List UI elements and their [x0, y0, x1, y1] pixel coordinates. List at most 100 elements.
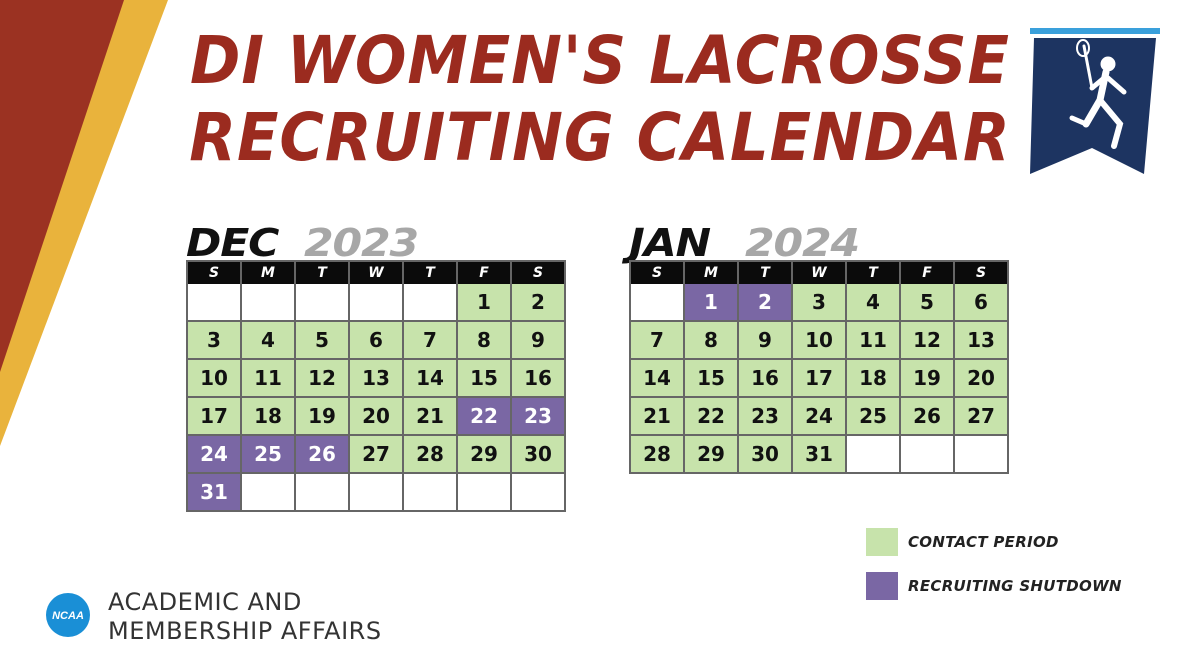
decorative-stripes — [0, 0, 168, 446]
day-cell: 25 — [847, 398, 901, 436]
day-cell: 3 — [188, 322, 242, 360]
day-cell: 28 — [631, 436, 685, 474]
footer-line2: MEMBERSHIP AFFAIRS — [108, 617, 382, 645]
red-stripe — [0, 0, 124, 372]
empty-day-cell — [404, 284, 458, 322]
championship-badge — [1030, 28, 1160, 174]
day-cell: 22 — [458, 398, 512, 436]
day-cell: 14 — [404, 360, 458, 398]
day-cell: 9 — [512, 322, 566, 360]
empty-day-cell — [296, 284, 350, 322]
day-cell: 30 — [512, 436, 566, 474]
december-grid: S M T W T F S 1 2 3 4 5 6 7 8 9 10 11 12 13 14 15 16 17 18 19 20 21… — [186, 260, 566, 512]
december-calendar: DEC 2023 S M T W T F S 1 2 3 4 5 6 7 8 9 10 11 12 13 14 15 16 1… — [186, 224, 566, 514]
weekday-header: W — [350, 262, 404, 284]
empty-day-cell — [242, 474, 296, 512]
day-cell: 21 — [631, 398, 685, 436]
day-cell: 13 — [350, 360, 404, 398]
legend-contact: CONTACT PERIOD — [866, 528, 1059, 556]
weekday-header: W — [793, 262, 847, 284]
empty-day-cell — [188, 284, 242, 322]
weekday-header: F — [901, 262, 955, 284]
empty-day-cell — [955, 436, 1009, 474]
day-cell: 11 — [847, 322, 901, 360]
weekday-header: S — [631, 262, 685, 284]
day-cell: 3 — [793, 284, 847, 322]
footer-department: ACADEMIC AND MEMBERSHIP AFFAIRS — [108, 588, 382, 646]
weekday-header: T — [847, 262, 901, 284]
weekday-header: F — [458, 262, 512, 284]
day-cell: 23 — [512, 398, 566, 436]
day-cell: 5 — [296, 322, 350, 360]
day-cell: 12 — [901, 322, 955, 360]
day-cell: 25 — [242, 436, 296, 474]
empty-day-cell — [631, 284, 685, 322]
day-cell: 31 — [188, 474, 242, 512]
day-cell: 31 — [793, 436, 847, 474]
empty-day-cell — [901, 436, 955, 474]
day-cell: 15 — [685, 360, 739, 398]
empty-day-cell — [350, 474, 404, 512]
day-cell: 18 — [242, 398, 296, 436]
day-cell: 29 — [458, 436, 512, 474]
day-cell: 1 — [685, 284, 739, 322]
day-cell: 5 — [901, 284, 955, 322]
page-title-line1: DI WOMEN'S LACROSSE — [190, 22, 1010, 99]
empty-day-cell — [404, 474, 458, 512]
day-cell: 13 — [955, 322, 1009, 360]
day-cell: 1 — [458, 284, 512, 322]
empty-day-cell — [512, 474, 566, 512]
january-calendar: JAN 2024 S M T W T F S 1 2 3 4 5 6 7 8 9 10 11 12 13 14 15 16 1… — [629, 224, 1009, 474]
day-cell: 2 — [739, 284, 793, 322]
day-cell: 14 — [631, 360, 685, 398]
weekday-header: S — [512, 262, 566, 284]
day-cell: 16 — [512, 360, 566, 398]
day-cell: 20 — [955, 360, 1009, 398]
weekday-header: M — [685, 262, 739, 284]
day-cell: 20 — [350, 398, 404, 436]
day-cell: 8 — [685, 322, 739, 360]
day-cell: 9 — [739, 322, 793, 360]
weekday-header: T — [404, 262, 458, 284]
lacrosse-player-icon — [1069, 39, 1127, 149]
empty-day-cell — [847, 436, 901, 474]
weekday-header: M — [242, 262, 296, 284]
weekday-header: S — [188, 262, 242, 284]
day-cell: 28 — [404, 436, 458, 474]
day-cell: 26 — [296, 436, 350, 474]
day-cell: 24 — [793, 398, 847, 436]
day-cell: 4 — [847, 284, 901, 322]
legend-shutdown: RECRUITING SHUTDOWN — [866, 572, 1122, 600]
day-cell: 10 — [188, 360, 242, 398]
day-cell: 18 — [847, 360, 901, 398]
day-cell: 30 — [739, 436, 793, 474]
ncaa-logo-text: NCAA — [52, 610, 84, 622]
day-cell: 8 — [458, 322, 512, 360]
day-cell: 16 — [739, 360, 793, 398]
december-year-label: 2023 — [304, 221, 419, 265]
day-cell: 10 — [793, 322, 847, 360]
january-year-label: 2024 — [745, 221, 860, 265]
day-cell: 24 — [188, 436, 242, 474]
page-title-line2: RECRUITING CALENDAR — [189, 99, 1011, 176]
day-cell: 26 — [901, 398, 955, 436]
day-cell: 15 — [458, 360, 512, 398]
weekday-header: T — [296, 262, 350, 284]
day-cell: 17 — [188, 398, 242, 436]
day-cell: 27 — [350, 436, 404, 474]
footer-line1: ACADEMIC AND — [108, 588, 302, 616]
legend-shutdown-swatch — [866, 572, 898, 600]
ncaa-logo: NCAA — [46, 593, 90, 637]
january-grid: S M T W T F S 1 2 3 4 5 6 7 8 9 10 11 12 13 14 15 16 17 18 19 20 21… — [629, 260, 1009, 474]
day-cell: 21 — [404, 398, 458, 436]
day-cell: 2 — [512, 284, 566, 322]
day-cell: 23 — [739, 398, 793, 436]
legend-contact-swatch — [866, 528, 898, 556]
day-cell: 19 — [296, 398, 350, 436]
weekday-header: T — [739, 262, 793, 284]
day-cell: 17 — [793, 360, 847, 398]
empty-day-cell — [458, 474, 512, 512]
day-cell: 6 — [350, 322, 404, 360]
day-cell: 12 — [296, 360, 350, 398]
day-cell: 22 — [685, 398, 739, 436]
